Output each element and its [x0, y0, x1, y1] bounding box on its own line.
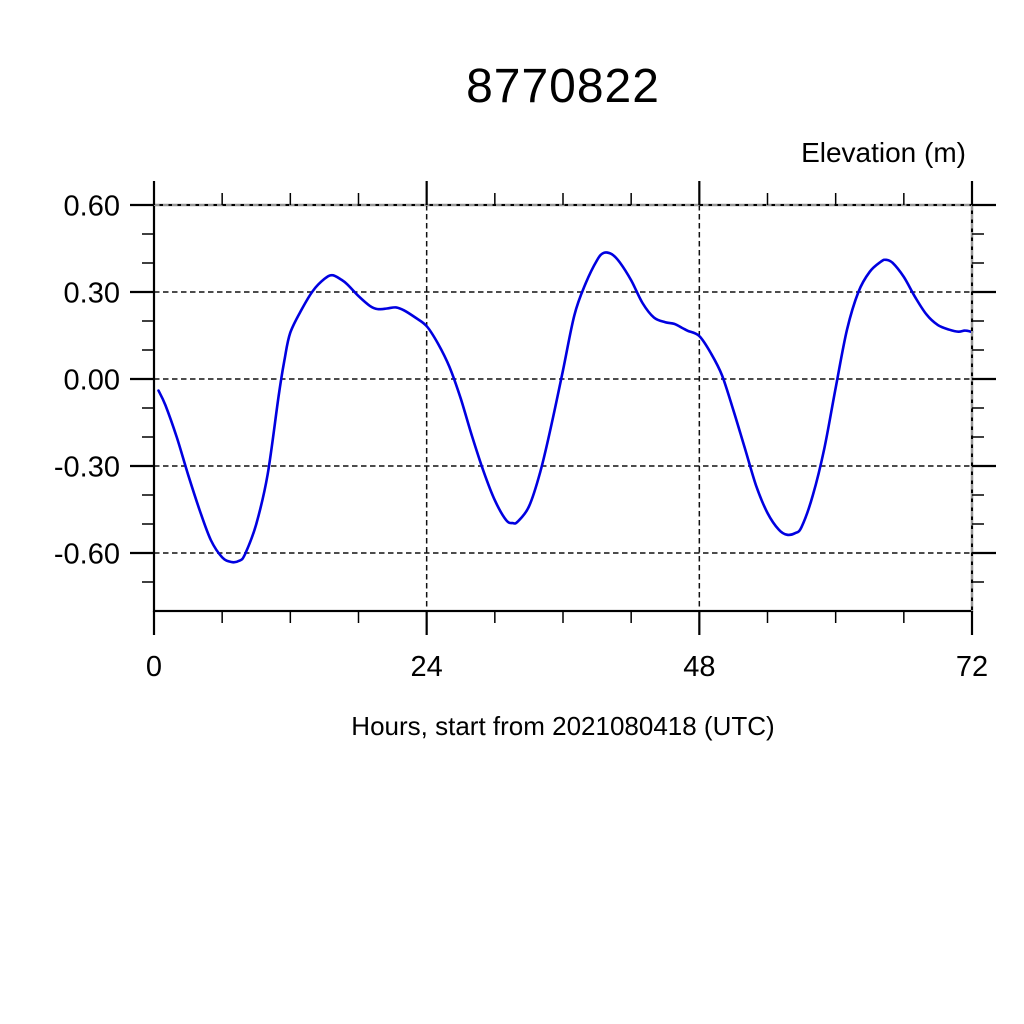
- chart-title: 8770822: [466, 60, 660, 113]
- y-tick-label: -0.30: [54, 452, 120, 484]
- x-tick-label: 0: [146, 651, 162, 683]
- y-units-label: Elevation (m): [801, 137, 966, 168]
- x-tick-label: 24: [411, 651, 443, 683]
- elevation-curve: [157, 251, 974, 564]
- x-tick-label: 48: [683, 651, 715, 683]
- y-tick-label: -0.60: [54, 539, 120, 571]
- x-axis-label: Hours, start from 2021080418 (UTC): [351, 711, 775, 741]
- y-tick-label: 0.00: [64, 365, 120, 397]
- y-tick-label: 0.60: [64, 191, 120, 223]
- x-tick-label: 72: [956, 651, 988, 683]
- y-tick-label: 0.30: [64, 278, 120, 310]
